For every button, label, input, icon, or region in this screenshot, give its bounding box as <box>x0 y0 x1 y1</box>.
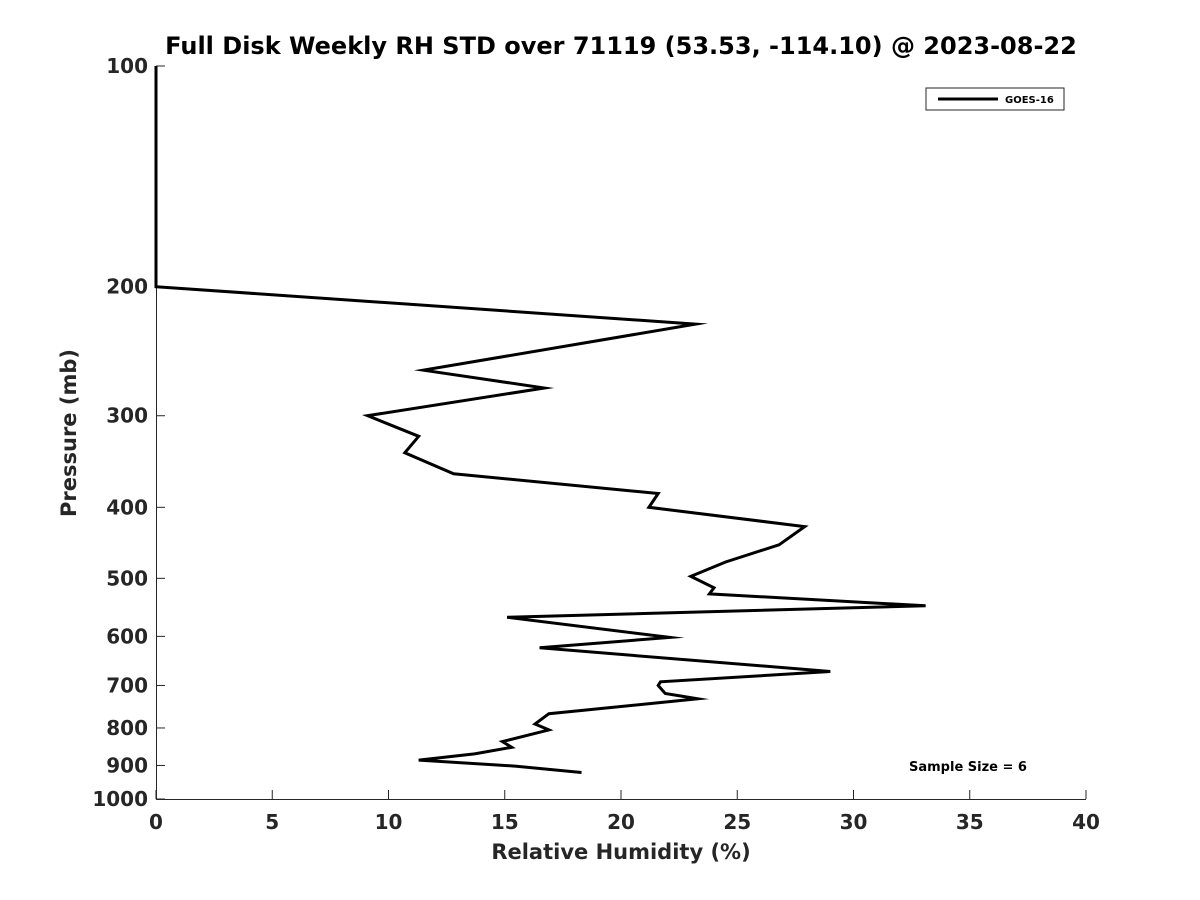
series-line-goes-16 <box>154 66 926 774</box>
y-tick-label: 200 <box>106 275 148 299</box>
y-axis-title: Pressure (mb) <box>57 349 81 517</box>
chart-title: Full Disk Weekly RH STD over 71119 (53.5… <box>165 32 1077 60</box>
y-axis-ticks: 100 200 300 400 500 600 700 800 900 1000 <box>92 54 165 811</box>
x-tick-label: 40 <box>1072 810 1100 834</box>
x-tick-label: 10 <box>375 810 403 834</box>
sample-size-annotation: Sample Size = 6 <box>909 760 1027 775</box>
y-tick-label: 400 <box>106 495 148 519</box>
y-tick-label: 800 <box>106 716 148 740</box>
x-tick-label: 20 <box>607 810 635 834</box>
x-tick-label: 0 <box>149 810 163 834</box>
y-tick-label: 1000 <box>92 787 148 811</box>
y-tick-label: 600 <box>106 624 148 648</box>
y-tick-label: 300 <box>106 404 148 428</box>
x-tick-label: 25 <box>723 810 751 834</box>
x-axis-title: Relative Humidity (%) <box>491 840 750 864</box>
legend: GOES-16 <box>925 87 1065 111</box>
y-tick-label: 700 <box>106 673 148 697</box>
x-tick-label: 30 <box>840 810 868 834</box>
x-tick-label: 35 <box>956 810 984 834</box>
y-tick-label: 100 <box>106 54 148 78</box>
y-tick-label: 500 <box>106 566 148 590</box>
x-tick-label: 5 <box>265 810 279 834</box>
x-axis-ticks: 0 5 10 15 20 25 30 35 40 <box>149 790 1100 834</box>
x-tick-label: 15 <box>491 810 519 834</box>
y-tick-label: 900 <box>106 753 148 777</box>
series-layer <box>154 66 926 774</box>
legend-label-goes-16: GOES-16 <box>1005 95 1054 106</box>
